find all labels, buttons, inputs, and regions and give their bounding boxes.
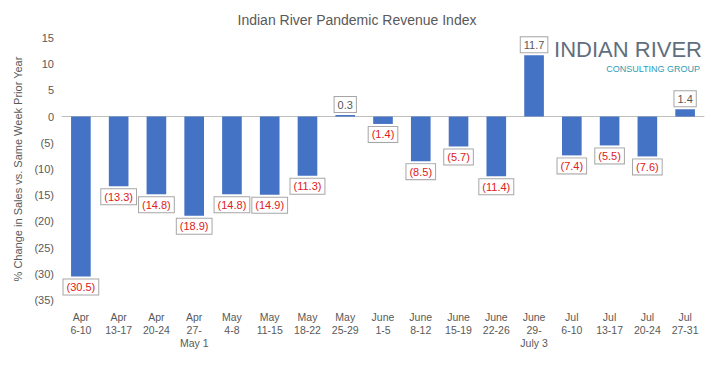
svg-text:(18.9): (18.9) [180,220,209,232]
svg-text:(30): (30) [34,268,54,280]
svg-text:(10): (10) [34,163,54,175]
svg-text:(11.4): (11.4) [482,181,510,193]
svg-text:4-8: 4-8 [224,324,239,336]
svg-text:Apr: Apr [148,311,165,323]
svg-text:11.7: 11.7 [524,39,545,51]
svg-text:(30.5): (30.5) [67,281,96,293]
svg-text:27-: 27- [187,324,203,336]
svg-text:CONSULTING GROUP: CONSULTING GROUP [606,64,700,74]
svg-text:6-10: 6-10 [561,324,582,336]
svg-text:Apr: Apr [110,311,127,323]
svg-text:June: June [372,311,395,323]
svg-text:(20): (20) [34,215,54,227]
svg-text:June: June [523,311,546,323]
svg-text:20-24: 20-24 [143,324,170,336]
svg-text:July 3: July 3 [520,337,548,349]
svg-text:(7.6): (7.6) [636,161,659,173]
svg-text:(15): (15) [34,189,54,201]
svg-text:(1.4): (1.4) [372,128,395,140]
svg-text:Jul: Jul [678,311,691,323]
svg-text:(11.3): (11.3) [294,180,322,192]
svg-text:27-31: 27-31 [672,324,699,336]
svg-text:Jul: Jul [641,311,654,323]
svg-text:(25): (25) [34,242,54,254]
svg-text:29-: 29- [526,324,542,336]
svg-text:5: 5 [48,84,54,96]
svg-text:13-17: 13-17 [596,324,623,336]
svg-text:1-5: 1-5 [375,324,390,336]
svg-text:15: 15 [42,32,54,44]
svg-text:(13.3): (13.3) [104,191,133,203]
svg-text:Indian River Pandemic Revenue: Indian River Pandemic Revenue Index [238,12,477,28]
svg-text:25-29: 25-29 [332,324,359,336]
svg-text:22-26: 22-26 [483,324,510,336]
svg-text:(5.7): (5.7) [447,151,470,163]
svg-text:(5.5): (5.5) [598,150,621,162]
svg-text:May: May [222,311,243,323]
svg-text:18-22: 18-22 [294,324,321,336]
svg-text:(8.5): (8.5) [409,166,432,178]
svg-text:8-12: 8-12 [410,324,431,336]
svg-text:(14.9): (14.9) [255,199,284,211]
svg-text:(7.4): (7.4) [561,160,584,172]
svg-text:Apr: Apr [186,311,203,323]
svg-text:(14.8): (14.8) [142,199,171,211]
svg-text:(5): (5) [41,137,54,149]
svg-text:11-15: 11-15 [257,324,283,336]
svg-text:6-10: 6-10 [70,324,91,336]
svg-text:June: June [409,311,432,323]
svg-text:May: May [298,311,319,323]
svg-text:(14.8): (14.8) [218,199,247,211]
svg-text:May 1: May 1 [180,337,209,349]
svg-text:June: June [447,311,470,323]
svg-text:Jul: Jul [603,311,616,323]
svg-text:15-19: 15-19 [445,324,472,336]
svg-text:INDIAN RIVER: INDIAN RIVER [554,37,702,62]
svg-text:May: May [335,311,356,323]
svg-text:(35): (35) [34,294,54,306]
svg-text:% Change in Sales vs. Same Wee: % Change in Sales vs. Same Week Prior Ye… [12,56,24,281]
svg-text:0.3: 0.3 [338,99,353,111]
svg-text:0: 0 [48,111,54,123]
svg-text:Jul: Jul [565,311,578,323]
svg-text:May: May [260,311,281,323]
svg-text:10: 10 [42,58,54,70]
svg-text:13-17: 13-17 [105,324,132,336]
svg-text:Apr: Apr [73,311,90,323]
svg-text:20-24: 20-24 [634,324,661,336]
svg-text:1.4: 1.4 [677,93,692,105]
svg-text:June: June [485,311,508,323]
